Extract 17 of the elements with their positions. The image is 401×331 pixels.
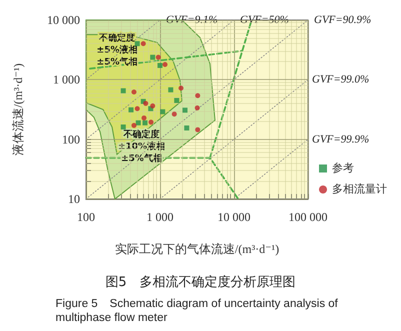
text: 图5 多相流不确定度分析原理图 [105, 274, 296, 290]
series-label: GVF=99.0% [312, 74, 370, 86]
y-tick-label: 10 [68, 192, 80, 206]
x-tick-label: 100 [77, 210, 95, 224]
series-label: GVF=90.9% [314, 14, 372, 26]
legend-label: 参考 [332, 162, 354, 174]
x-tick-label: 1 000 [146, 210, 174, 224]
y-tick-label: 100 [62, 132, 80, 146]
y-axis-title: 液体流速/(m³·d⁻¹) [11, 63, 25, 156]
y-tick-label: 1 000 [53, 72, 80, 87]
text: Figure 5 Schematic diagram of uncertainty analysis of multiphase flow meter [56, 298, 342, 324]
series-label: GVF=99.9% [312, 133, 370, 146]
x-tick-label: 100 000 [288, 210, 328, 224]
legend-label: 多相流量计 [332, 182, 387, 196]
x-axis-title: 实际工况下的气体流速/(m³·d⁻¹) [114, 242, 280, 256]
x-tick-label: 10 000 [218, 210, 250, 224]
y-tick-label: 10 000 [47, 13, 80, 27]
